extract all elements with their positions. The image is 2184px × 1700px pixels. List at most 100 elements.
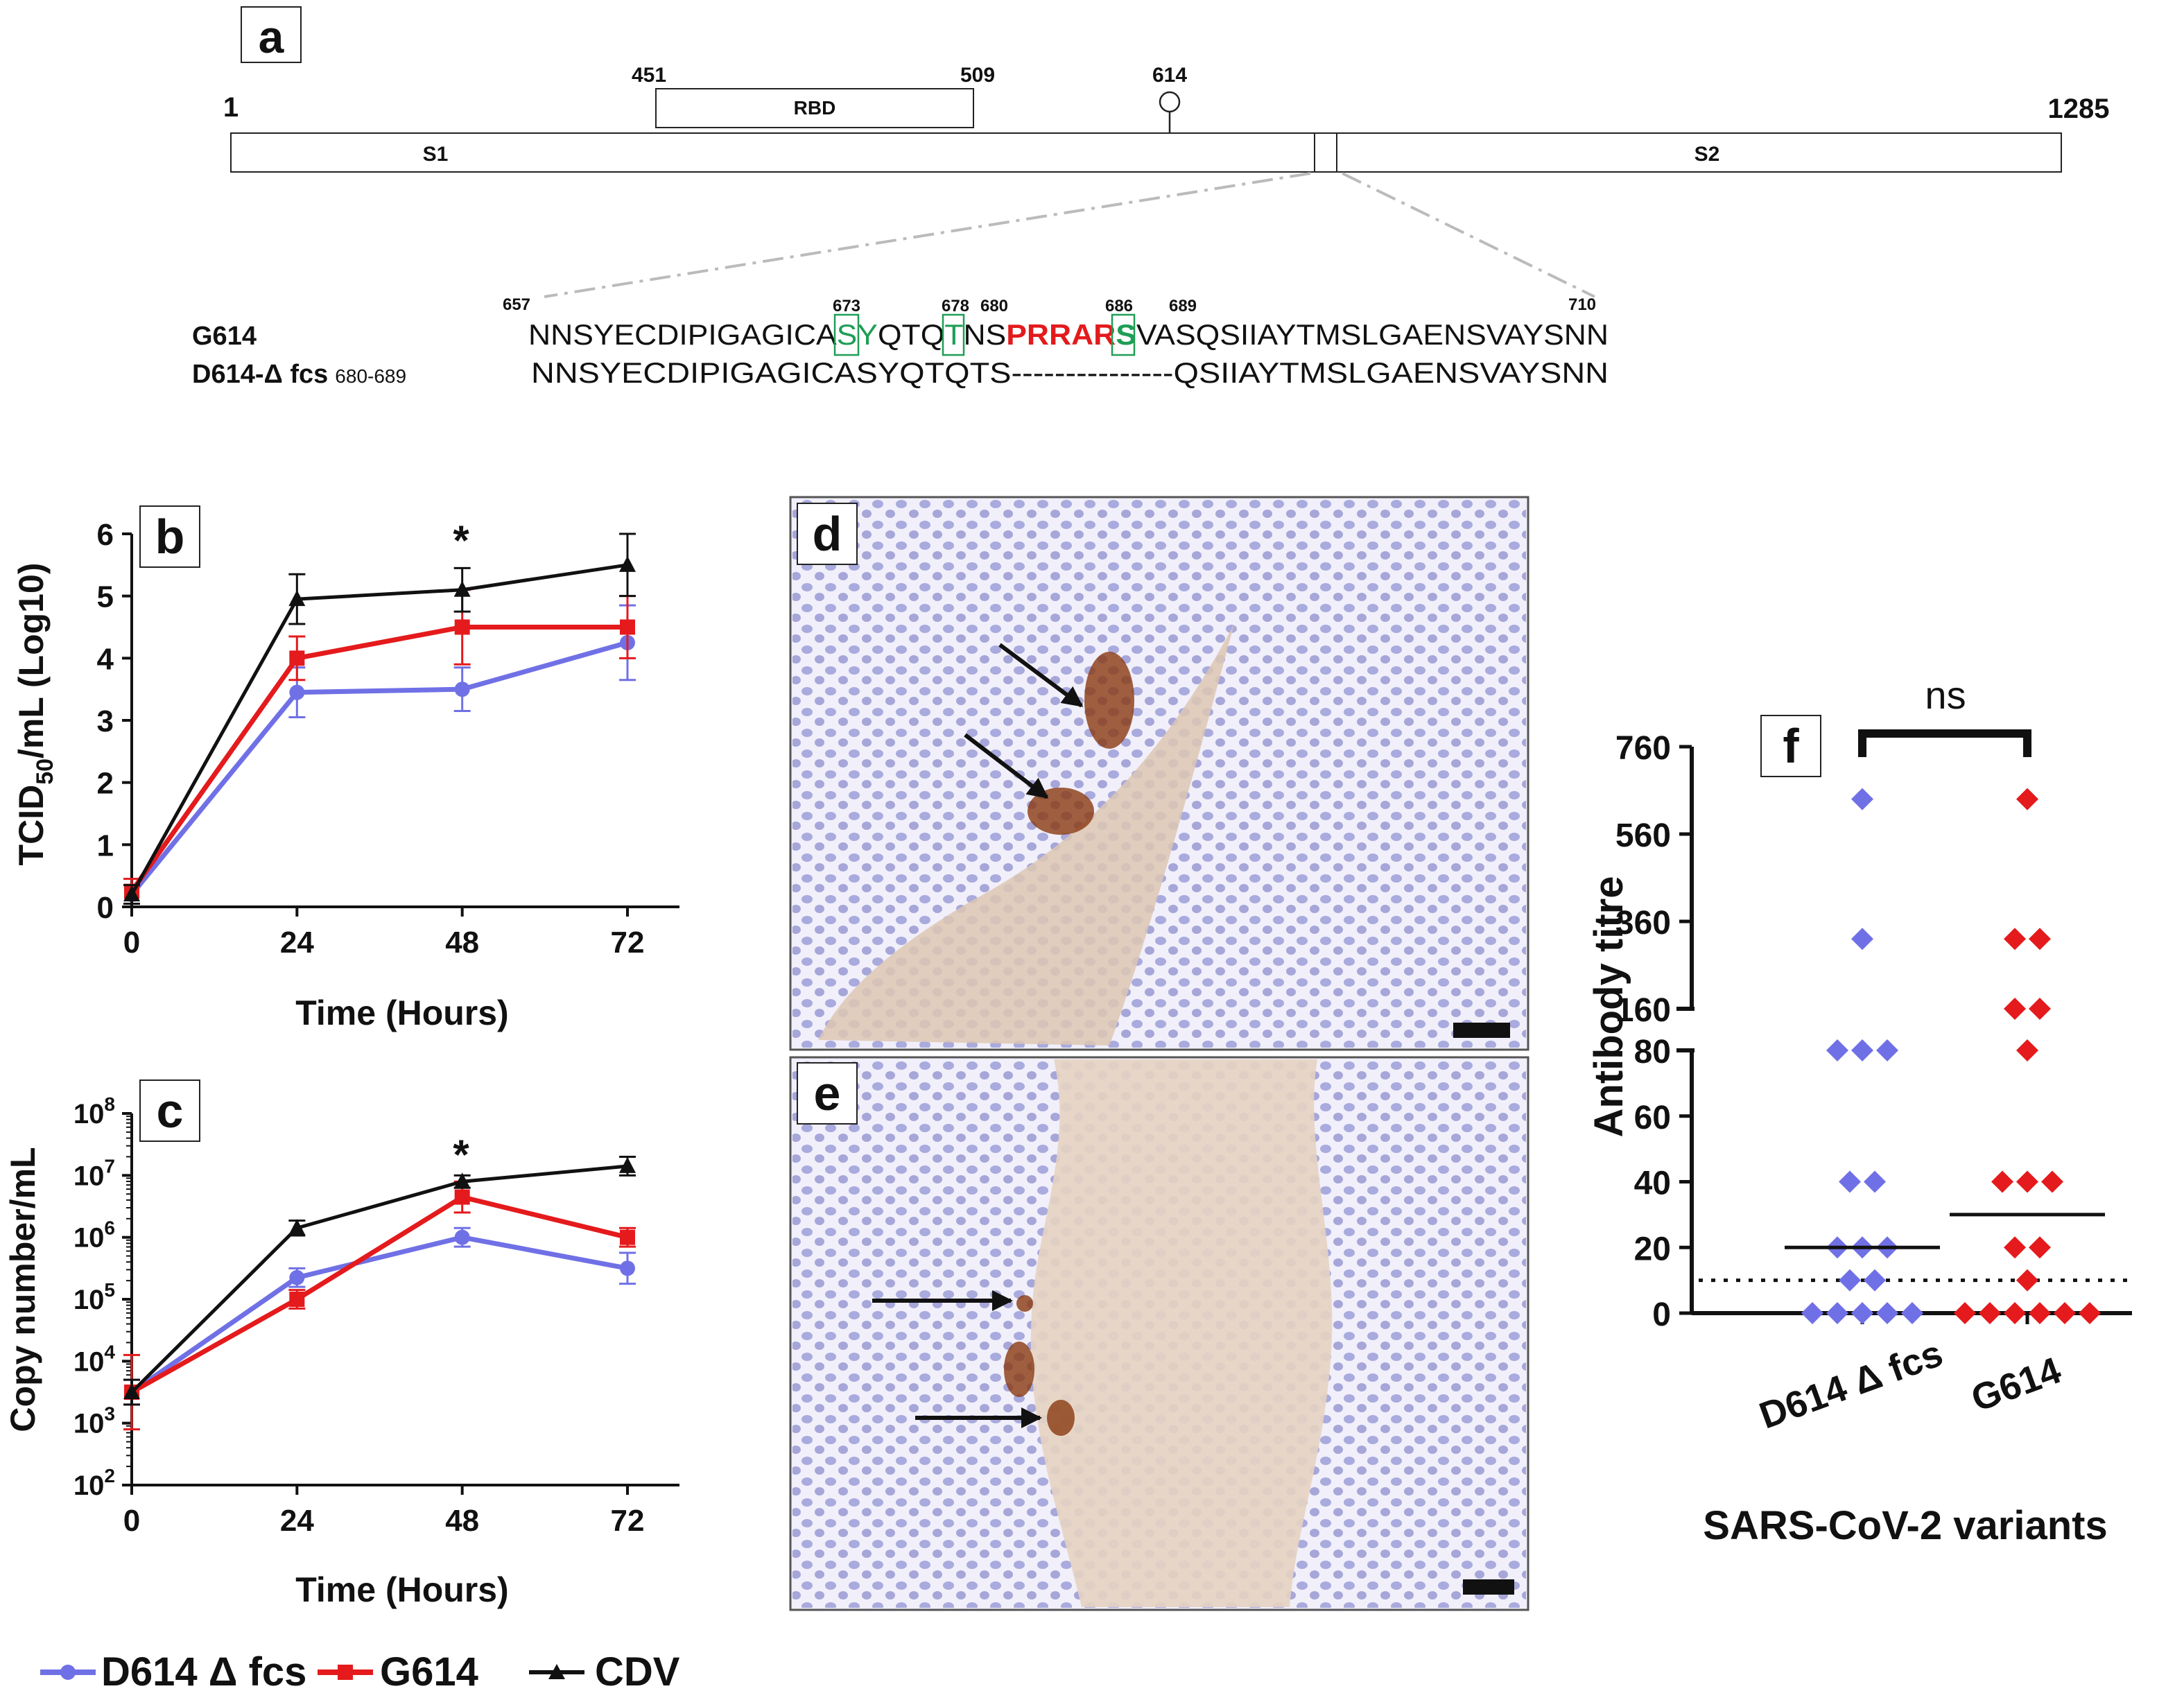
panel-e-stain-dot — [1016, 1295, 1033, 1312]
panel-f-point — [1954, 1302, 1976, 1324]
panel-c-series-line-1 — [130, 1194, 628, 1395]
panel-c-x-axis-title: Time (Hours) — [295, 1570, 508, 1609]
rbd-start-position: 451 — [632, 64, 666, 87]
panel-c-point — [288, 1219, 306, 1235]
panel-c-point — [619, 1156, 636, 1173]
panel-d-arrow-2 — [964, 733, 1049, 799]
row-label-d614-delta-fcs: D614-Δ fcs 680-689 — [192, 360, 406, 389]
panel-d-scale-bar — [1453, 1023, 1510, 1038]
panel-d-stain-cluster — [1084, 652, 1134, 749]
panel-f-point — [1991, 1170, 2013, 1193]
site-614-position: 614 — [1152, 64, 1187, 87]
panel-c-y-tick-label: 107 — [73, 1155, 115, 1191]
panel-f-point — [1839, 1170, 1861, 1193]
panel-c-y-tick-label: 103 — [73, 1403, 115, 1439]
panel-f-point — [1901, 1302, 1923, 1324]
phosphosite-box-s686 — [1111, 313, 1136, 356]
panel-c-label-box — [139, 1079, 200, 1142]
panel-f-point — [2029, 1302, 2051, 1324]
panel-e-stain-cluster-2 — [1047, 1400, 1075, 1436]
panel-b-y-tick-label: 4 — [97, 642, 114, 676]
panel-b-series-line-1 — [130, 625, 627, 893]
panel-f-y-tick-label: 40 — [1634, 1165, 1671, 1202]
panel-a-label-box — [241, 6, 302, 63]
panel-d-stain-cluster-2 — [1028, 788, 1094, 835]
spike-protein-bar — [230, 132, 2062, 173]
panel-c-point — [454, 1189, 470, 1205]
panel-f-point — [2041, 1170, 2063, 1193]
panel-f-point — [2004, 1302, 2026, 1324]
panel-f-y-tick-label: 60 — [1634, 1100, 1671, 1136]
panel-f-point — [1801, 1302, 1823, 1324]
panel-b-x-tick-label: 72 — [611, 926, 645, 960]
panel-b-point — [454, 682, 470, 697]
phosphosite-box-s673 — [833, 313, 860, 356]
panel-f-point — [2016, 1269, 2038, 1292]
panel-f-y-tick-label: 160 — [1615, 992, 1671, 1029]
panel-b-plot-area: 0 1 2 3 4 5 6 0 24 48 72 — [97, 518, 679, 960]
s1-label: S1 — [423, 143, 449, 166]
panel-f-point — [1876, 1039, 1898, 1061]
panel-b-point — [288, 590, 306, 607]
panel-f-plot-area: 0 20 40 60 80 160 360 560 760 D614 Δ fcs G614 — [1615, 730, 2132, 1437]
panel-b-point — [453, 580, 471, 597]
panel-b-series-line-0 — [130, 640, 628, 896]
phosphosite-box-t678 — [942, 313, 965, 356]
panel-b-point — [454, 619, 470, 635]
panel-c-x-tick-label: 48 — [445, 1504, 479, 1538]
panel-d-arrow-1 — [998, 643, 1084, 708]
panel-c-point — [620, 1229, 635, 1245]
panel-e-scale-bar — [1463, 1579, 1514, 1595]
panel-f-y-tick-label: 0 — [1652, 1296, 1671, 1333]
panel-e-ihc-image: e — [789, 1056, 1529, 1611]
panel-d-label-box — [797, 503, 858, 565]
legend-marker-d614 — [60, 1665, 76, 1680]
panel-f-y-tick-label: 360 — [1615, 905, 1671, 942]
panel-f-y-tick-label: 20 — [1634, 1231, 1671, 1267]
panel-b-y-tick-label: 2 — [97, 767, 114, 801]
zoom-guide-left — [544, 172, 1311, 298]
panel-f-point — [2016, 1039, 2038, 1061]
panel-f-point — [2054, 1302, 2076, 1324]
panel-c-y-tick-label: 104 — [73, 1341, 116, 1377]
panel-a-spike-schematic: a 1 1285 RBD 451 509 614 S1 S2 657 710 6… — [192, 6, 2109, 389]
panel-f-x-tick-label: G614 — [1966, 1349, 2067, 1420]
seq-end-position: 710 — [1568, 295, 1596, 314]
panel-b-x-axis-title: Time (Hours) — [295, 994, 508, 1032]
furin-cleavage-region-box — [1314, 132, 1337, 173]
panel-c-y-axis-title: Copy number/mL — [3, 1147, 42, 1432]
panel-f-point — [1864, 1269, 1886, 1292]
zoom-guide-right — [1342, 172, 1595, 298]
panel-b-point — [620, 619, 635, 635]
panel-e-lumen — [1030, 1059, 1333, 1607]
panel-c-point — [620, 1260, 635, 1276]
seq-marker-689: 689 — [1169, 297, 1197, 315]
panel-b-y-tick-label: 0 — [97, 891, 114, 925]
rbd-domain-box — [655, 88, 974, 128]
panel-f-point — [1851, 1039, 1873, 1061]
significance-bracket — [1858, 729, 2031, 757]
row-label-g614: G614 — [192, 322, 257, 351]
legend-label-cdv: CDV — [595, 1649, 680, 1694]
panel-f-point — [1826, 1302, 1848, 1324]
panel-c-y-tick-label: 106 — [73, 1217, 115, 1254]
panel-b-point — [289, 684, 305, 700]
panel-b-y-tick-label: 5 — [97, 580, 114, 614]
panel-f-y-tick-label: 80 — [1634, 1034, 1671, 1070]
panel-b-y-tick-label: 3 — [97, 704, 114, 738]
panel-f-point — [1826, 1039, 1848, 1061]
legend-label-d614: D614 Δ fcs — [101, 1649, 306, 1694]
panel-f-point — [1979, 1302, 2001, 1324]
panel-f-point — [2016, 1170, 2038, 1193]
panel-f-point — [2004, 1236, 2026, 1259]
panel-b-series-line-2 — [130, 563, 628, 896]
g614-sequence: NNSYECDIPIGAGICA SYQTQ TNSPRRAR SVASQSIIAYT… — [528, 318, 1609, 351]
panel-f-point — [1851, 1302, 1873, 1324]
panel-c-point — [289, 1269, 305, 1285]
panel-f-point — [2004, 928, 2026, 951]
panel-f-x-axis-title: SARS-CoV-2 variants — [1703, 1503, 2107, 1548]
spike-start-position: 1 — [223, 92, 239, 123]
rbd-label: RBD — [794, 97, 836, 119]
seq-marker-678: 678 — [942, 297, 969, 315]
